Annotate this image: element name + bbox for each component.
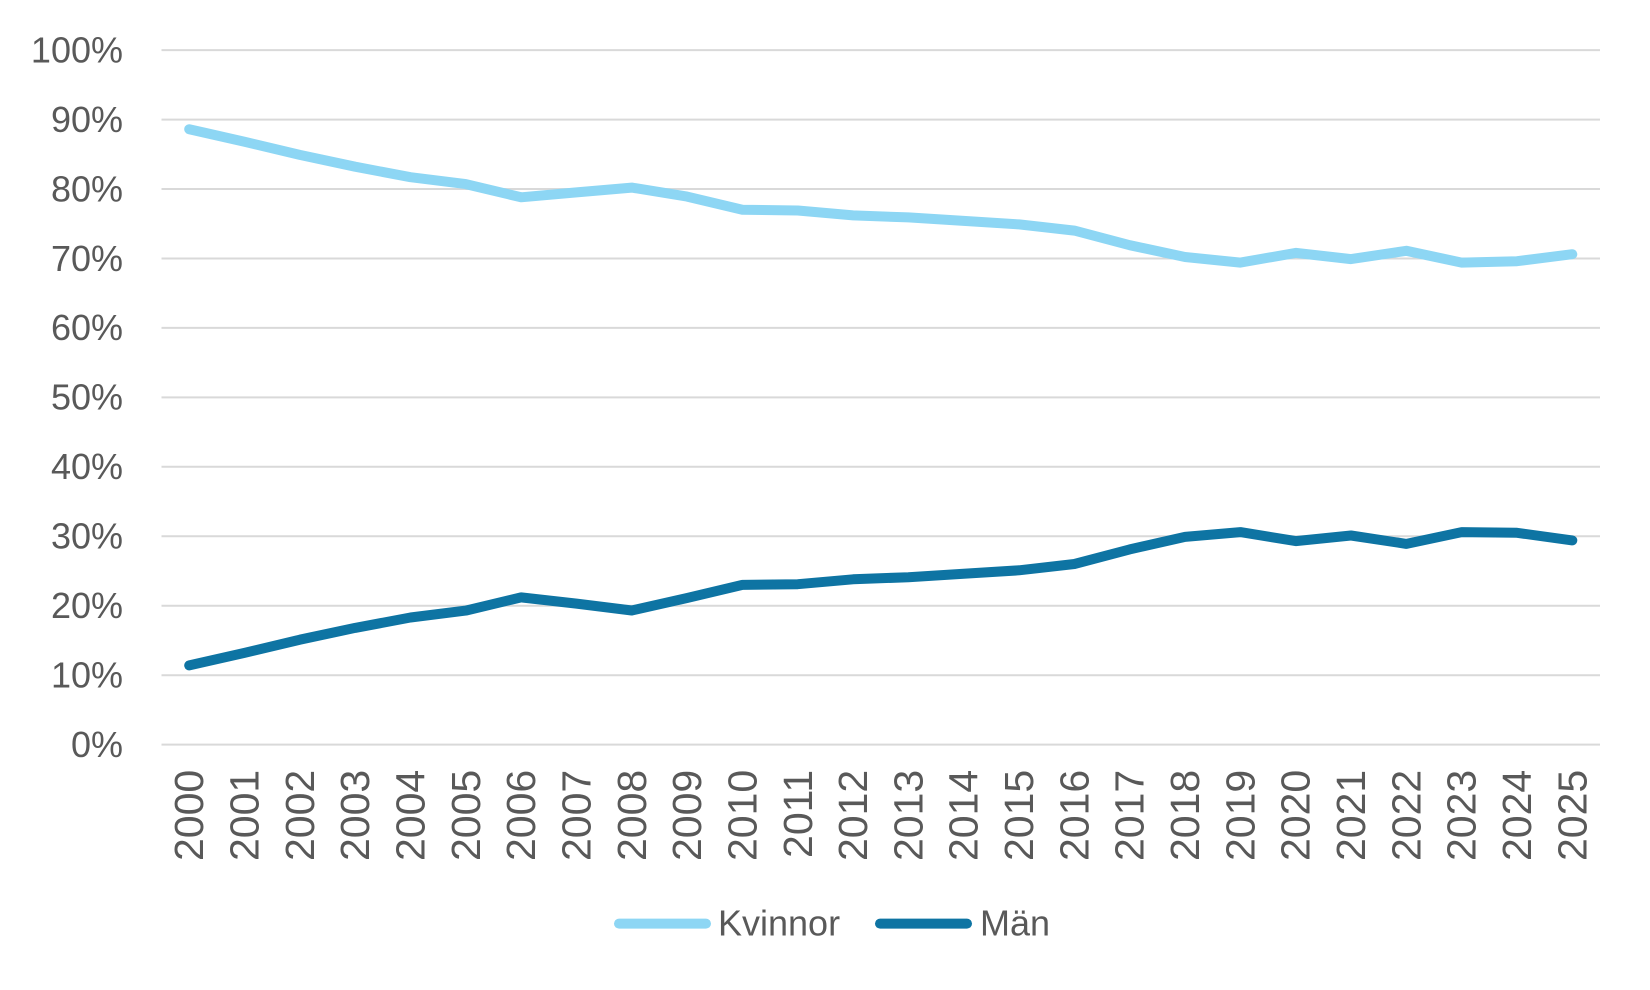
svg-text:2011: 2011	[775, 770, 821, 858]
svg-text:2006: 2006	[498, 770, 544, 861]
svg-text:2004: 2004	[388, 770, 434, 861]
svg-text:2024: 2024	[1494, 770, 1540, 861]
svg-text:2008: 2008	[609, 770, 655, 861]
svg-text:2003: 2003	[332, 770, 378, 861]
svg-text:2018: 2018	[1162, 770, 1208, 861]
svg-text:2022: 2022	[1383, 770, 1429, 861]
svg-text:40%: 40%	[51, 446, 123, 487]
svg-text:2009: 2009	[664, 770, 710, 861]
svg-text:70%: 70%	[51, 238, 123, 279]
svg-text:100%: 100%	[31, 29, 123, 70]
svg-text:2013: 2013	[885, 770, 931, 861]
svg-text:80%: 80%	[51, 168, 123, 209]
svg-text:2012: 2012	[830, 770, 876, 861]
svg-text:2021: 2021	[1328, 770, 1374, 861]
svg-text:2007: 2007	[554, 770, 600, 861]
svg-text:Kvinnor: Kvinnor	[718, 902, 840, 943]
svg-text:60%: 60%	[51, 307, 123, 348]
svg-text:2019: 2019	[1217, 770, 1263, 861]
svg-text:2000: 2000	[166, 770, 212, 861]
svg-text:2010: 2010	[719, 770, 765, 861]
svg-text:2001: 2001	[222, 770, 268, 861]
svg-text:2015: 2015	[996, 770, 1042, 861]
svg-text:2016: 2016	[1051, 770, 1097, 861]
svg-text:2002: 2002	[277, 770, 323, 861]
svg-text:10%: 10%	[51, 655, 123, 696]
svg-text:2025: 2025	[1549, 770, 1595, 861]
svg-text:50%: 50%	[51, 377, 123, 418]
svg-text:20%: 20%	[51, 585, 123, 626]
svg-text:90%: 90%	[51, 99, 123, 140]
svg-text:Män: Män	[980, 902, 1050, 943]
svg-text:0%: 0%	[71, 724, 123, 765]
svg-text:2005: 2005	[443, 770, 489, 861]
svg-text:2023: 2023	[1439, 770, 1485, 861]
svg-text:30%: 30%	[51, 516, 123, 557]
svg-text:2020: 2020	[1273, 770, 1319, 861]
svg-text:2017: 2017	[1107, 770, 1153, 861]
svg-text:2014: 2014	[941, 770, 987, 861]
